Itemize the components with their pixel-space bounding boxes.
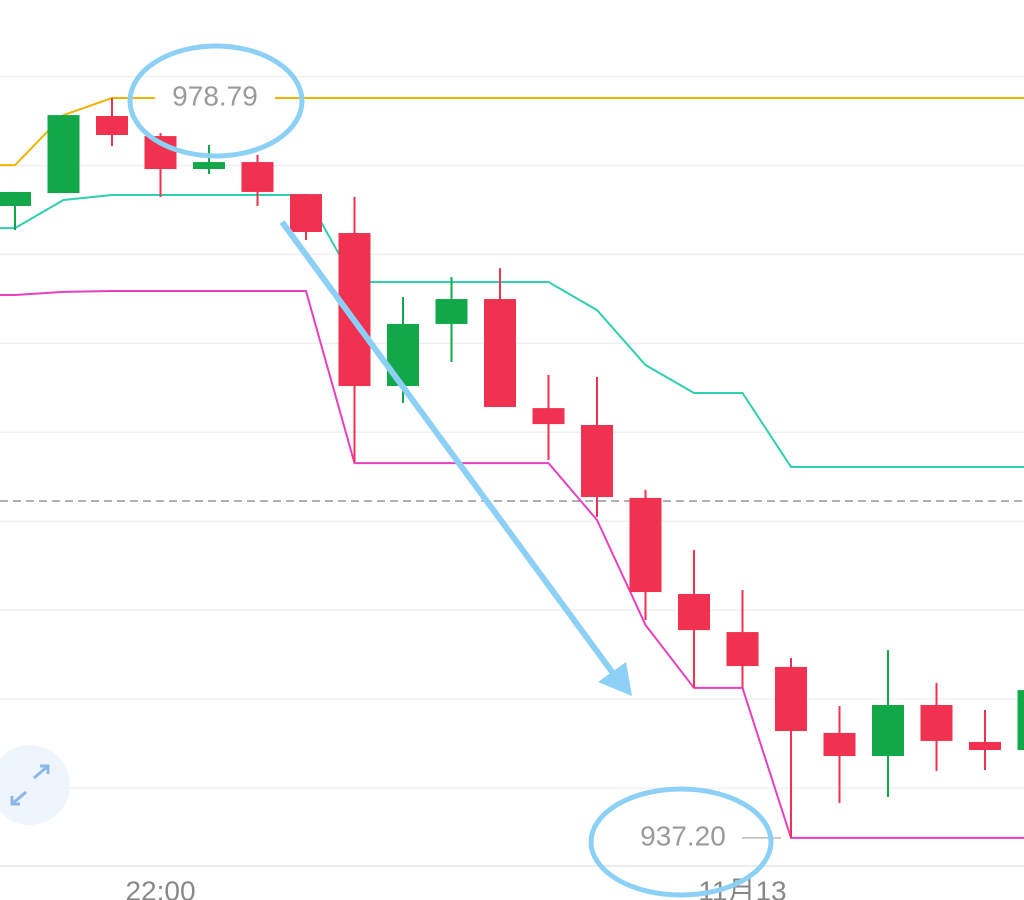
- grid: [0, 75, 1024, 789]
- candle-body: [0, 191, 31, 207]
- expand-icon[interactable]: [10, 764, 50, 806]
- high-marker-label: 978.79: [172, 80, 258, 111]
- candle-body: [726, 632, 759, 667]
- candle-body: [484, 299, 516, 408]
- candle-body: [435, 299, 468, 324]
- candle-body: [775, 666, 807, 731]
- highlight-ellipse: [588, 786, 774, 898]
- low-marker-label: 937.20: [640, 820, 726, 851]
- candle-body: [872, 705, 904, 757]
- expand-button[interactable]: [0, 745, 70, 825]
- overlay-lines: [0, 97, 1024, 839]
- candle-body: [920, 705, 953, 741]
- highlight-ellipse: [127, 43, 305, 159]
- expand-button-bg[interactable]: [0, 745, 70, 825]
- trend-arrow-head: [598, 662, 632, 696]
- trend-arrow: [279, 220, 621, 682]
- candle-body: [241, 162, 274, 192]
- marker-bg: [155, 82, 275, 115]
- candle-body: [969, 742, 1001, 751]
- candle-body: [290, 194, 322, 232]
- candle-body: [823, 732, 856, 757]
- candle-body: [532, 408, 565, 425]
- candle-body: [581, 424, 613, 498]
- overlay-line: [0, 97, 1024, 167]
- overlay-line: [0, 193, 1024, 468]
- candle-body: [47, 115, 80, 194]
- candle-body: [629, 497, 662, 593]
- candle-body: [1017, 690, 1024, 751]
- overlay-line: [0, 290, 1024, 839]
- candle-body: [678, 593, 710, 631]
- x-tick-label: 22:00: [125, 875, 195, 900]
- candle-body: [193, 162, 225, 170]
- candle-body: [96, 115, 128, 136]
